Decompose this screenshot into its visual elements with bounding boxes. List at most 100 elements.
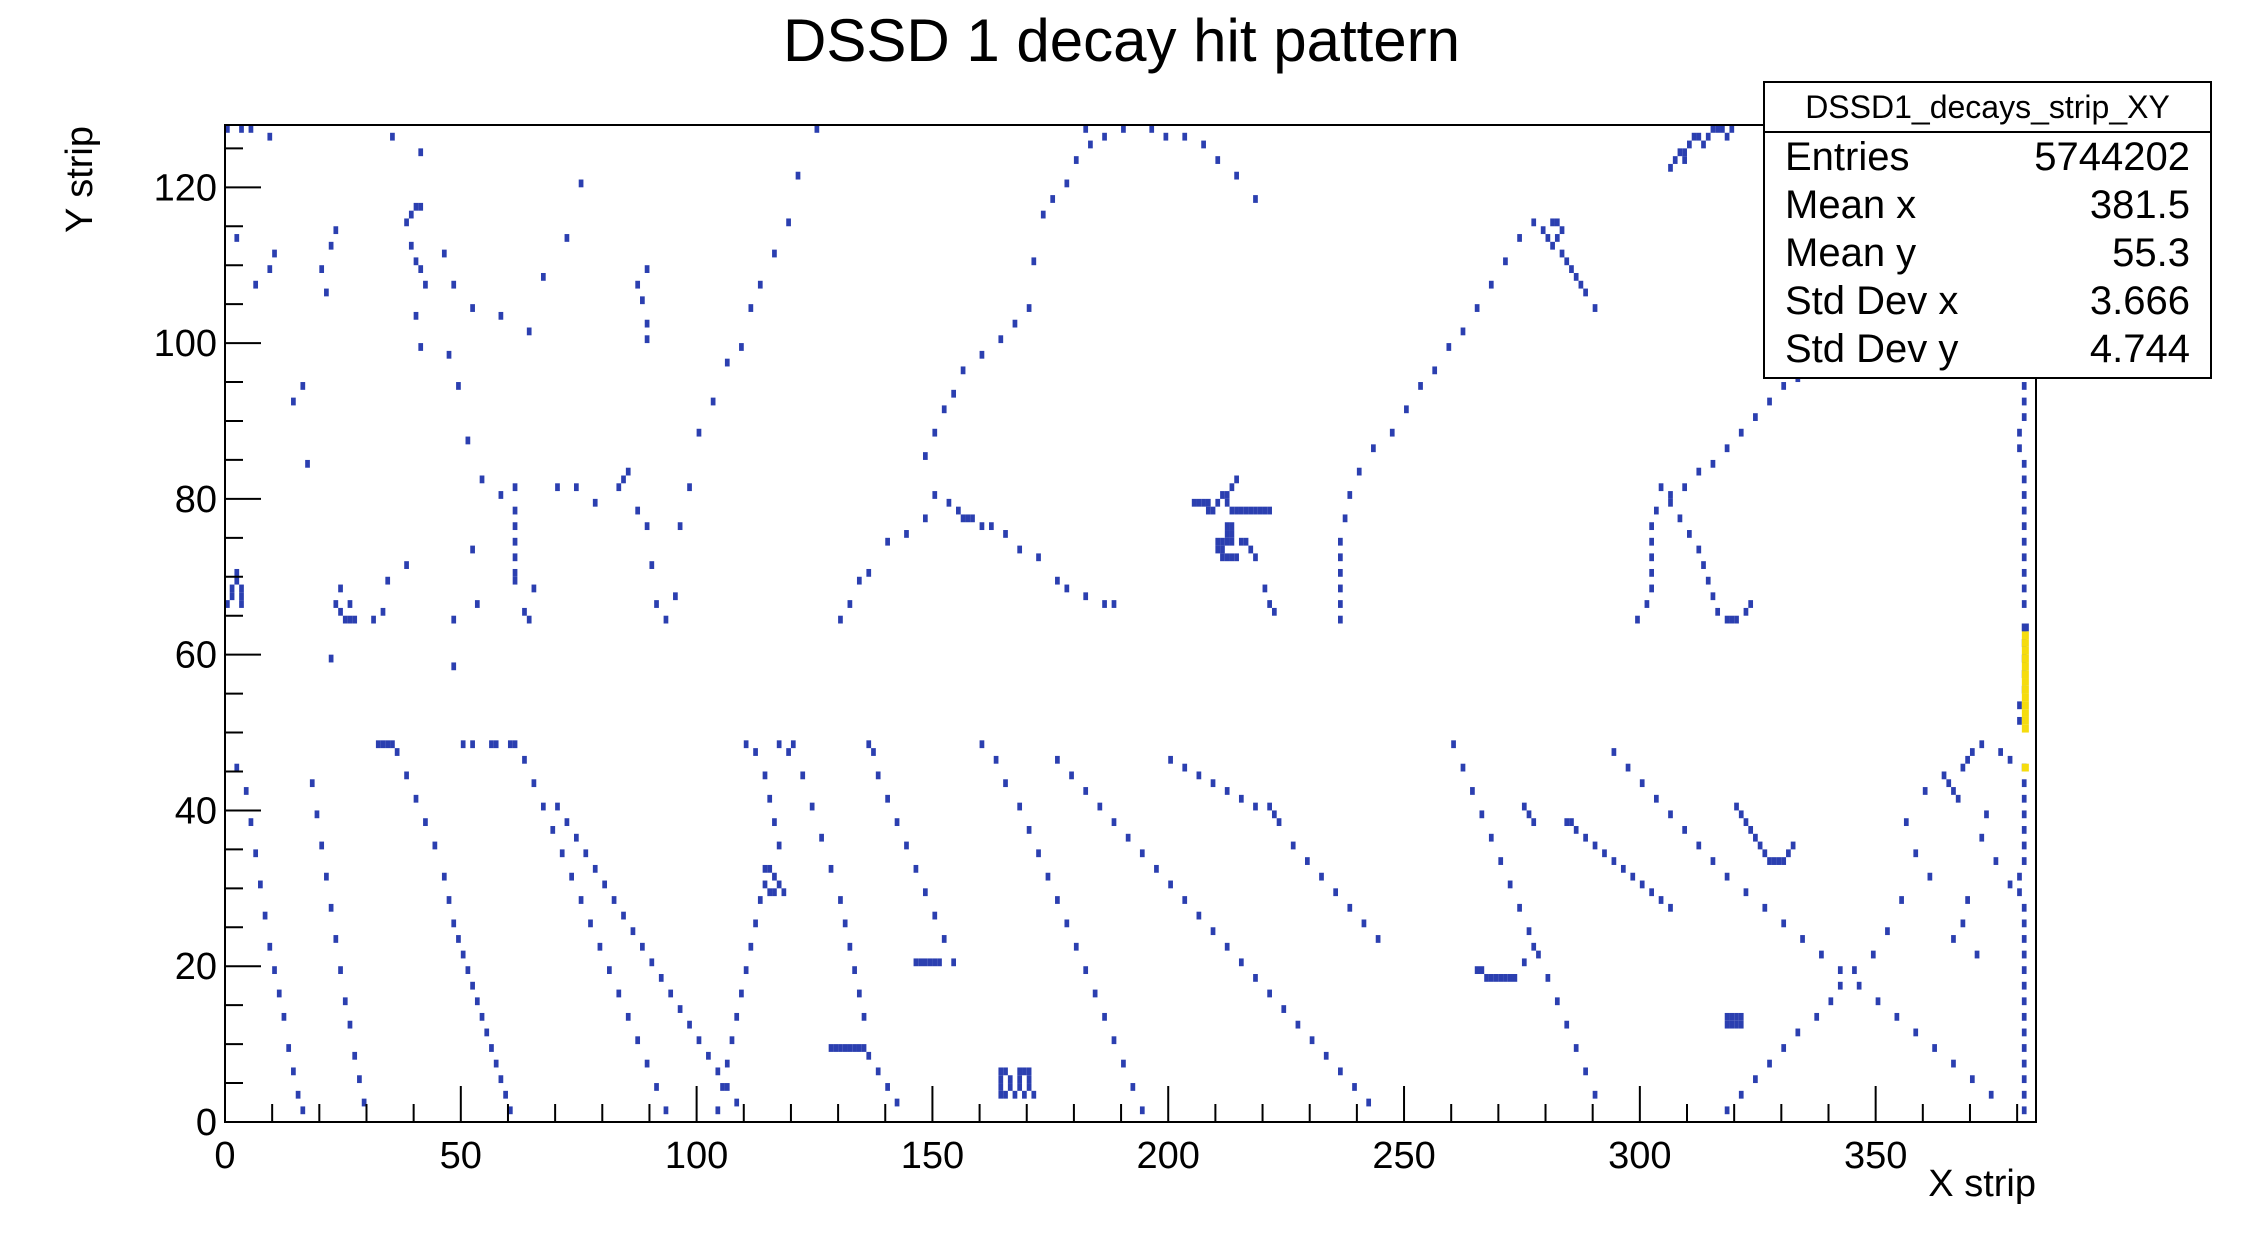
histogram-bin bbox=[234, 763, 240, 772]
histogram-bin bbox=[772, 249, 777, 258]
histogram-bin bbox=[418, 343, 424, 351]
histogram-bin bbox=[1729, 1012, 1735, 1021]
histogram-bin bbox=[1375, 935, 1381, 943]
histogram-bin bbox=[550, 826, 556, 834]
histogram-bin bbox=[951, 389, 957, 398]
histogram-bin bbox=[1215, 498, 1221, 507]
histogram-bin bbox=[1130, 1083, 1136, 1091]
histogram-bin bbox=[578, 896, 584, 904]
histogram-bin bbox=[668, 989, 674, 998]
histogram-bin bbox=[838, 1044, 843, 1052]
histogram-bin bbox=[762, 880, 768, 889]
histogram-bin bbox=[2021, 826, 2027, 834]
y-tick-label: 20 bbox=[175, 946, 217, 988]
histogram-bin bbox=[1229, 530, 1235, 538]
histogram-bin bbox=[375, 740, 381, 749]
histogram-bin bbox=[696, 428, 702, 437]
histogram-bin bbox=[1677, 148, 1683, 157]
histogram-bin bbox=[451, 662, 457, 671]
histogram-bin bbox=[540, 802, 546, 811]
histogram-bin bbox=[941, 405, 947, 414]
x-tick-label: 150 bbox=[901, 1135, 964, 1177]
stats-row-mean-x: Mean x 381.5 bbox=[1765, 181, 2210, 229]
x-axis-label: X strip bbox=[1928, 1163, 2036, 1205]
histogram-bin bbox=[621, 911, 626, 920]
histogram-bin bbox=[1224, 537, 1230, 546]
histogram-bin bbox=[1894, 1012, 1900, 1021]
histogram-bin bbox=[295, 1090, 301, 1099]
histogram-bin bbox=[922, 452, 928, 460]
histogram-bin bbox=[474, 600, 480, 608]
histogram-bin bbox=[1022, 1090, 1027, 1099]
histogram-bin bbox=[333, 600, 339, 608]
histogram-bin bbox=[1649, 568, 1654, 577]
histogram-bin bbox=[724, 358, 730, 367]
histogram-bin bbox=[922, 888, 928, 897]
histogram-bin bbox=[1687, 140, 1692, 149]
histogram-bin bbox=[2021, 600, 2027, 608]
histogram-bin bbox=[1564, 818, 1570, 827]
histogram-bin bbox=[1701, 561, 1706, 569]
histogram-bin bbox=[578, 179, 584, 188]
histogram-bin bbox=[2021, 857, 2027, 865]
histogram-bin bbox=[1229, 537, 1235, 546]
histogram-bin bbox=[1668, 498, 1673, 507]
histogram-bin bbox=[432, 841, 438, 850]
histogram-bin bbox=[1536, 950, 1541, 959]
x-tick-label: 50 bbox=[440, 1135, 482, 1177]
histogram-bin bbox=[1767, 857, 1772, 865]
histogram-bin bbox=[2021, 568, 2027, 577]
histogram-bin bbox=[1592, 304, 1598, 312]
histogram-bin bbox=[493, 740, 499, 749]
histogram-bin bbox=[1828, 997, 1834, 1006]
histogram-bin bbox=[922, 958, 928, 967]
histogram-bin bbox=[951, 958, 957, 967]
histogram-bin bbox=[1083, 787, 1089, 795]
histogram-bin bbox=[1837, 981, 1843, 990]
x-tick-label: 300 bbox=[1608, 1135, 1671, 1177]
histogram-bin bbox=[781, 888, 787, 897]
histogram-bin-max bbox=[2021, 685, 2029, 694]
histogram-bin bbox=[607, 966, 612, 975]
histogram-bin bbox=[1366, 1098, 1372, 1107]
histogram-bin bbox=[649, 561, 655, 569]
stats-row-entries: Entries 5744202 bbox=[1765, 133, 2210, 181]
histogram-bin bbox=[592, 498, 598, 507]
histogram-bin bbox=[979, 522, 985, 531]
histogram-bin-max bbox=[2021, 701, 2029, 710]
histogram-bin bbox=[1418, 382, 1423, 390]
histogram-bin bbox=[1248, 506, 1254, 515]
histogram-bin bbox=[512, 506, 518, 515]
histogram-bin bbox=[1724, 872, 1730, 881]
histogram-bin bbox=[408, 241, 414, 250]
histogram-bin bbox=[248, 818, 254, 827]
y-tick-label: 60 bbox=[175, 635, 217, 677]
histogram-bin bbox=[1969, 1075, 1975, 1084]
histogram-bin bbox=[1507, 974, 1513, 982]
histogram-bin bbox=[847, 600, 853, 608]
histogram-bin bbox=[1215, 545, 1221, 554]
histogram-bin bbox=[1111, 1036, 1117, 1045]
histogram-bin bbox=[2017, 701, 2022, 710]
histogram-bin bbox=[866, 1051, 872, 1060]
histogram-bin bbox=[258, 880, 263, 889]
histogram-bin bbox=[894, 1098, 900, 1107]
histogram-bin bbox=[1724, 444, 1730, 453]
histogram-bin bbox=[1653, 794, 1659, 803]
histogram-bin-max bbox=[2021, 763, 2029, 772]
histogram-bin bbox=[385, 740, 391, 749]
histogram-bin bbox=[333, 226, 339, 235]
histogram-bin bbox=[512, 553, 518, 562]
histogram-bin bbox=[630, 927, 636, 936]
histogram-bin bbox=[267, 942, 273, 951]
histogram-bin bbox=[1682, 483, 1688, 492]
histogram-bin bbox=[729, 1036, 735, 1045]
histogram-bin bbox=[2021, 903, 2027, 912]
histogram-bin bbox=[1224, 498, 1230, 507]
histogram-bin bbox=[856, 989, 862, 998]
histogram-bin bbox=[1026, 826, 1032, 834]
histogram-bin bbox=[748, 304, 754, 312]
histogram-bin bbox=[413, 202, 419, 211]
histogram-bin bbox=[1432, 366, 1438, 375]
histogram-bin bbox=[2021, 966, 2027, 975]
